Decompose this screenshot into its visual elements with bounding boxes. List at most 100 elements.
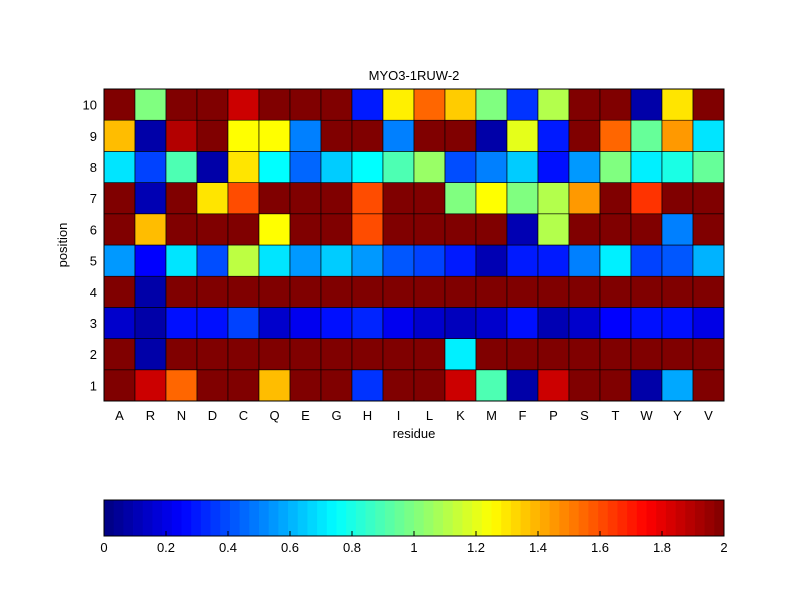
heatmap-cell-T-6 [599,213,632,246]
heatmap-cell-Q-2 [258,338,291,371]
colorbar-swatch [152,500,163,536]
x-tick-label: F [519,408,527,423]
heatmap-cell-M-1 [475,369,508,402]
heatmap-cell-W-2 [630,338,663,371]
heatmap-cell-Q-9 [258,119,291,152]
heatmap-cell-T-10 [599,88,632,121]
heatmap-cell-D-4 [196,275,229,308]
heatmap-cell-N-7 [165,182,198,215]
heatmap-cell-G-7 [320,182,353,215]
colorbar-swatch [375,500,386,536]
colorbar-swatch [452,500,463,536]
heatmap-cell-D-2 [196,338,229,371]
heatmap-cell-G-4 [320,275,353,308]
heatmap-cell-A-1 [103,369,136,402]
x-tick-label: D [208,408,217,423]
heatmap-cell-V-1 [692,369,725,402]
heatmap-cells [103,88,725,402]
heatmap-cell-C-2 [227,338,260,371]
heatmap-cell-H-10 [351,88,384,121]
heatmap-cell-L-5 [413,244,446,277]
heatmap-cell-A-7 [103,182,136,215]
x-tick-label: Y [673,408,682,423]
heatmap-cell-I-2 [382,338,415,371]
colorbar-swatch [520,500,531,536]
colorbar-swatch [336,500,347,536]
heatmap-cell-I-4 [382,275,415,308]
heatmap-cell-M-9 [475,119,508,152]
heatmap-cell-Q-5 [258,244,291,277]
heatmap-cell-G-1 [320,369,353,402]
y-tick-label: 6 [90,222,97,237]
y-tick-labels: 1 2 3 4 5 6 7 8 9 10 [83,98,97,394]
x-tick-label: A [115,408,124,423]
colorbar-swatch [714,500,725,536]
colorbar-tick-label: 0.8 [343,540,361,555]
heatmap-cell-K-4 [444,275,477,308]
heatmap-cell-M-10 [475,88,508,121]
colorbar-swatch [501,500,512,536]
heatmap-cell-W-5 [630,244,663,277]
x-tick-label: R [146,408,155,423]
heatmap-cell-W-7 [630,182,663,215]
colorbar-swatch [394,500,405,536]
heatmap-cell-I-3 [382,307,415,339]
heatmap-cell-H-7 [351,182,384,215]
colorbar-swatch [414,500,425,536]
heatmap-cell-H-3 [351,307,384,339]
y-tick-label: 9 [90,129,97,144]
colorbar-swatch [220,500,231,536]
colorbar-swatch [210,500,221,536]
heatmap-cell-V-9 [692,119,725,152]
heatmap-cell-P-1 [537,369,570,402]
heatmap-cell-N-4 [165,275,198,308]
heatmap-cell-A-2 [103,338,136,371]
colorbar-tick-label: 0.2 [157,540,175,555]
heatmap-cell-E-3 [289,307,322,339]
heatmap-cell-A-8 [103,151,136,183]
heatmap-cell-D-10 [196,88,229,121]
y-tick-label: 5 [90,254,97,269]
heatmap-cell-V-2 [692,338,725,371]
heatmap-cell-Y-1 [661,369,694,402]
heatmap-cell-N-9 [165,119,198,152]
heatmap-cell-I-1 [382,369,415,402]
y-tick-label: 2 [90,347,97,362]
x-tick-label: Q [269,408,279,423]
heatmap-cell-R-3 [134,307,167,339]
heatmap-cell-H-6 [351,213,384,246]
heatmap-cell-W-3 [630,307,663,339]
heatmap-cell-K-1 [444,369,477,402]
y-tick-label: 1 [90,378,97,393]
x-tick-label: N [177,408,186,423]
heatmap-cell-R-7 [134,182,167,215]
y-axis-label: position [55,223,70,268]
colorbar-swatch [656,500,667,536]
colorbar-swatch [443,500,454,536]
heatmap-cell-M-4 [475,275,508,308]
heatmap-cell-C-5 [227,244,260,277]
heatmap-cell-W-4 [630,275,663,308]
colorbar-tick-labels: 0 0.2 0.4 0.6 0.8 1 1.2 1.4 1.6 1.8 2 [100,531,728,555]
heatmap-cell-F-6 [506,213,539,246]
heatmap-cell-C-1 [227,369,260,402]
heatmap-cell-F-9 [506,119,539,152]
heatmap-cell-K-7 [444,182,477,215]
colorbar-swatch [239,500,250,536]
heatmap-cell-G-5 [320,244,353,277]
x-tick-label: T [612,408,620,423]
heatmap-cell-L-2 [413,338,446,371]
heatmap-cell-T-8 [599,151,632,183]
heatmap-cell-A-5 [103,244,136,277]
x-tick-label: C [239,408,248,423]
heatmap-cell-T-9 [599,119,632,152]
heatmap-cell-R-6 [134,213,167,246]
heatmap-cell-G-2 [320,338,353,371]
heatmap-cell-P-2 [537,338,570,371]
heatmap-cell-R-1 [134,369,167,402]
heatmap-cell-L-6 [413,213,446,246]
colorbar-swatch [607,500,618,536]
heatmap-cell-Y-6 [661,213,694,246]
heatmap-cell-F-10 [506,88,539,121]
heatmap-cell-P-4 [537,275,570,308]
